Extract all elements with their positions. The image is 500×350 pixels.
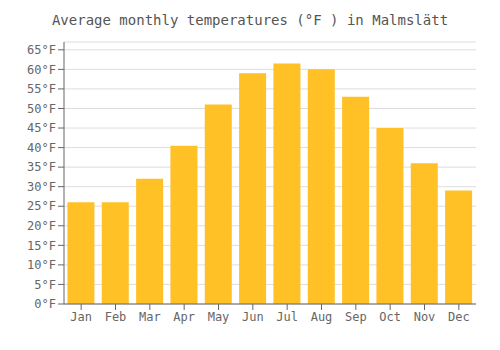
- svg-text:55°F: 55°F: [27, 82, 56, 96]
- svg-text:Apr: Apr: [173, 310, 195, 324]
- svg-text:Dec: Dec: [448, 310, 470, 324]
- svg-text:20°F: 20°F: [27, 219, 56, 233]
- svg-text:0°F: 0°F: [34, 297, 56, 311]
- svg-text:Nov: Nov: [414, 310, 436, 324]
- svg-text:Jun: Jun: [242, 310, 264, 324]
- svg-text:Sep: Sep: [345, 310, 367, 324]
- svg-text:30°F: 30°F: [27, 180, 56, 194]
- svg-text:Mar: Mar: [139, 310, 161, 324]
- svg-text:35°F: 35°F: [27, 160, 56, 174]
- html-text:Average monthly temperatures (: Average monthly temperatures (°F ) in Ma…: [51, 12, 449, 28]
- svg-text:45°F: 45°F: [27, 121, 56, 135]
- svg-text:Feb: Feb: [105, 310, 127, 324]
- svg-text:May: May: [208, 310, 230, 324]
- svg-text:Oct: Oct: [379, 310, 401, 324]
- svg-text:25°F: 25°F: [27, 199, 56, 213]
- svg-text:40°F: 40°F: [27, 141, 56, 155]
- svg-text:60°F: 60°F: [27, 63, 56, 77]
- svg-text:Jan: Jan: [70, 310, 92, 324]
- svg-text:50°F: 50°F: [27, 102, 56, 116]
- svg-text:10°F: 10°F: [27, 258, 56, 272]
- svg-text:65°F: 65°F: [27, 43, 56, 57]
- svg-text:Jul: Jul: [276, 310, 298, 324]
- svg-text:Aug: Aug: [311, 310, 333, 324]
- svg-text:5°F: 5°F: [34, 278, 56, 292]
- svg-text:15°F: 15°F: [27, 239, 56, 253]
